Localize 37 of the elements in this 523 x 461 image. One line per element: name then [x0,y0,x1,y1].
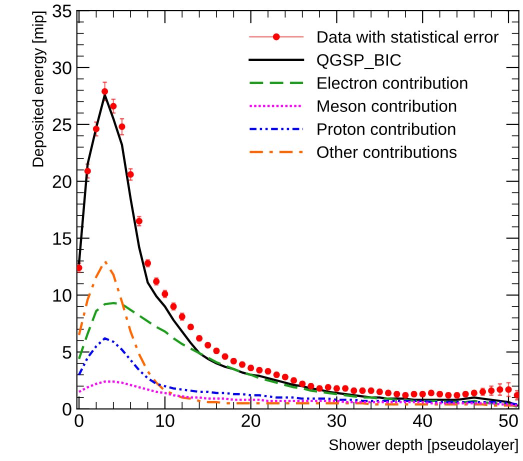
x-tick-label: 10 [156,414,174,428]
y-tick-label: 15 [53,232,72,245]
y-tick-label: 0 [62,402,72,416]
x-axis-title: Shower depth [pseudolayer] [329,438,518,454]
legend-label: Data with statistical error [318,30,499,43]
line-series [78,380,518,407]
point [488,387,495,394]
y-tick-label: 10 [53,289,72,302]
point [127,171,134,178]
x-tick-label: 0 [74,414,84,428]
legend-label: Proton contribution [318,122,456,135]
legend-label: Other contributions [317,146,457,158]
legend-label: QGSP_BIC [317,54,401,70]
y-tick-label: 20 [52,175,72,188]
y-tick-label: 25 [52,118,72,132]
x-tick-label: 40 [412,414,432,428]
point [299,380,306,388]
point [76,264,82,272]
y-axis-title: Deposited energy [mip] [32,12,46,166]
point [505,386,512,393]
y-tick-label: 35 [52,4,72,18]
point [136,218,142,224]
x-tick-label: 50 [499,414,518,428]
point [496,386,504,393]
point [92,126,100,132]
x-tick-label: 30 [327,414,346,428]
y-tick-label: 30 [52,61,72,74]
line-series [78,337,518,406]
point [84,168,91,174]
legend-label: Electron contribution [318,76,468,89]
point [110,102,117,110]
y-tick-label: 5 [62,346,72,359]
point [102,88,108,95]
x-tick-label: 20 [242,414,260,428]
point [118,123,126,130]
legend-label: Meson contribution [318,100,456,112]
point [308,382,314,390]
